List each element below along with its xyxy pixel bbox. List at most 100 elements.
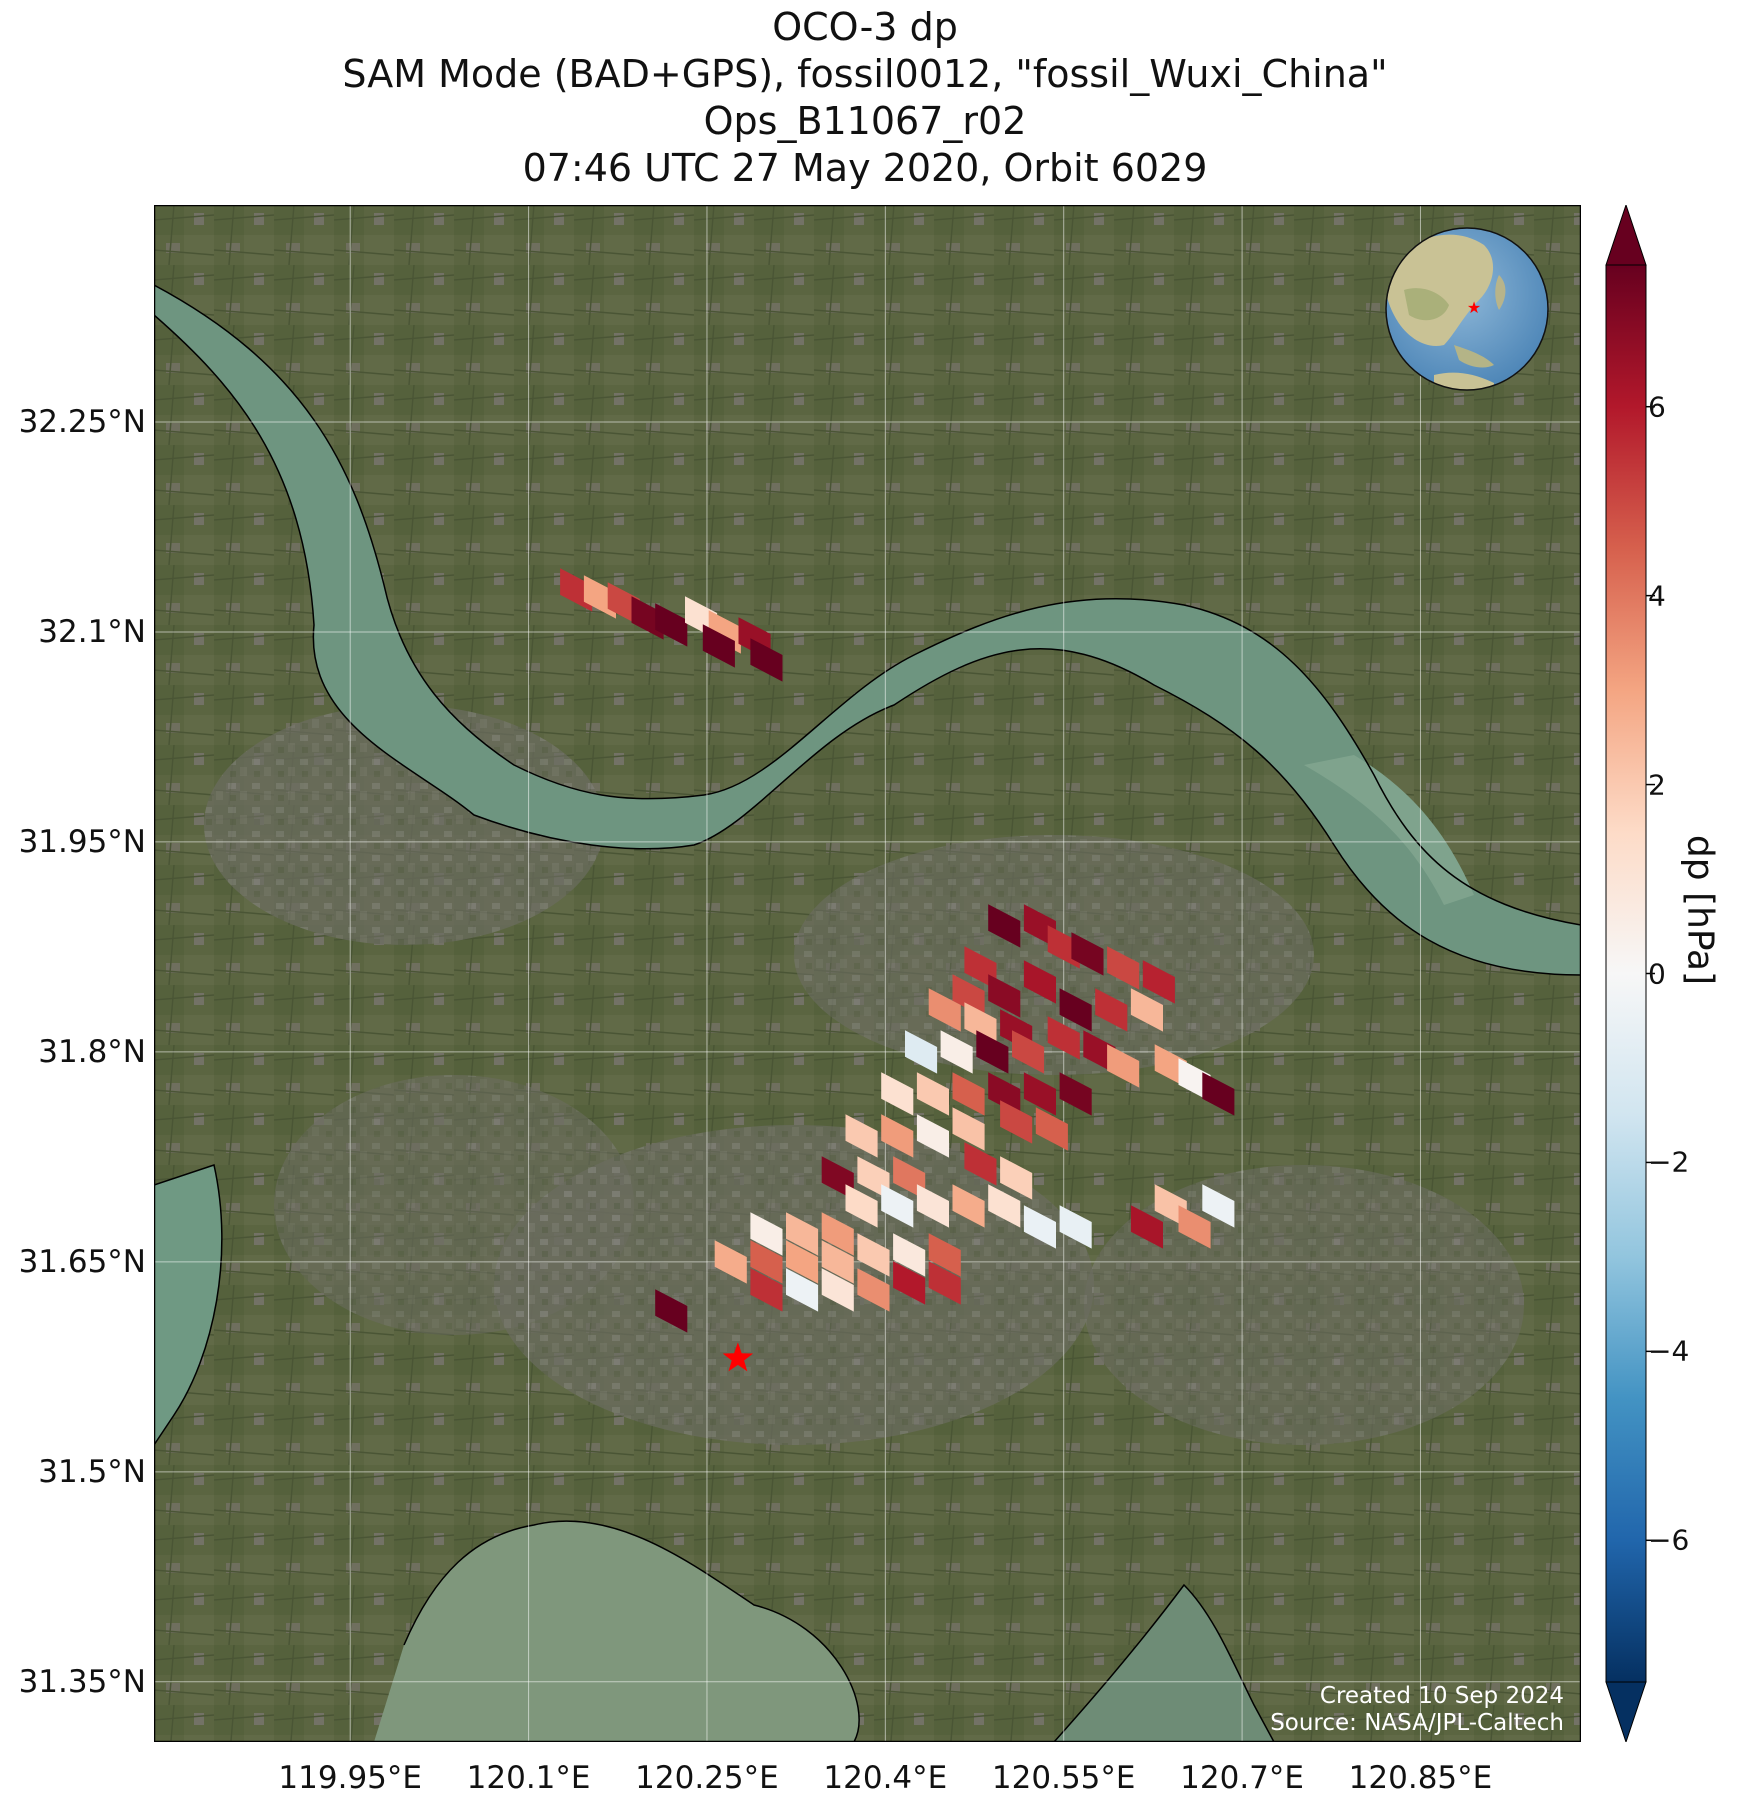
sounding-footprint: [857, 1268, 890, 1312]
sounding-footprint: [988, 1184, 1021, 1228]
sounding-footprint: [845, 1184, 878, 1228]
sounding-footprint: [1059, 1072, 1092, 1116]
sounding-footprint: [988, 1072, 1021, 1116]
colorbar-tick-label: 4: [1648, 579, 1666, 613]
colorbar-tick-label: 0: [1648, 957, 1666, 990]
lat-tick-label: 31.5°N: [38, 1453, 146, 1490]
sounding-footprint: [1095, 988, 1128, 1032]
sounding-footprint: [1012, 1030, 1045, 1074]
sounding-footprint: [940, 1030, 973, 1074]
colorbar-tick-label: −2: [1648, 1145, 1690, 1179]
sounding-footprint: [750, 1240, 783, 1284]
yangtze-river: [154, 285, 1581, 975]
sounding-footprint: [857, 1233, 890, 1277]
satellite-basemap: [153, 205, 1582, 1743]
lake-southeast: [1054, 1585, 1274, 1742]
sounding-footprint: [988, 974, 1021, 1018]
sounding-footprint: [1071, 932, 1104, 976]
sounding-footprint: [821, 1240, 854, 1284]
sounding-footprint: [952, 1072, 985, 1116]
sounding-footprint: [881, 1184, 914, 1228]
credit-source: Source: NASA/JPL-Caltech: [1270, 1710, 1564, 1736]
sounding-footprint: [1107, 1044, 1140, 1088]
sounding-footprint: [1107, 946, 1140, 990]
colorbar-extend-max: [1605, 205, 1647, 266]
sounding-footprint: [964, 1142, 997, 1186]
sounding-footprint: [786, 1240, 819, 1284]
lat-tick-label: 31.65°N: [18, 1243, 146, 1280]
sounding-footprint: [786, 1268, 819, 1312]
sounding-footprint: [714, 1240, 747, 1284]
sounding-footprint: [750, 1268, 783, 1312]
sounding-footprint: [893, 1261, 926, 1305]
colorbar-tick-label: 2: [1648, 768, 1666, 802]
sounding-footprint: [1047, 1016, 1080, 1060]
sounding-footprint: [655, 603, 688, 647]
sounding-footprint: [881, 1114, 914, 1158]
sounding-footprint: [881, 1072, 914, 1116]
sounding-footprint: [1023, 960, 1056, 1004]
lon-tick-label: 120.85°E: [1348, 1760, 1493, 1796]
sounding-footprint: [1142, 960, 1175, 1004]
lat-tick-label: 31.8°N: [38, 1033, 146, 1070]
sounding-footprint: [1059, 1205, 1092, 1249]
sounding-footprint: [905, 1030, 938, 1074]
sounding-footprint: [655, 1289, 688, 1333]
map-frame: [153, 204, 1582, 1743]
sounding-footprint: [786, 1212, 819, 1256]
colorbar-gradient: [1605, 264, 1647, 1683]
sounding-footprint: [1023, 1205, 1056, 1249]
sounding-footprint: [916, 1114, 949, 1158]
colorbar-tick-label: 6: [1648, 390, 1666, 424]
lat-tick-label: 31.35°N: [18, 1663, 146, 1700]
sounding-footprint: [1130, 988, 1163, 1032]
target-marker-layer: [722, 1342, 754, 1372]
chart-title: OCO-3 dp SAM Mode (BAD+GPS), fossil0012,…: [150, 4, 1580, 192]
title-line-2: SAM Mode (BAD+GPS), fossil0012, "fossil_…: [342, 52, 1388, 96]
lon-tick-label: 120.1°E: [466, 1760, 591, 1796]
inset-globe: ★: [1385, 227, 1549, 391]
sounding-footprint: [750, 1212, 783, 1256]
sounding-footprint: [988, 904, 1021, 948]
sounding-footprint: [1000, 1156, 1033, 1200]
sounding-footprint: [916, 1072, 949, 1116]
lon-tick-label: 120.25°E: [635, 1760, 779, 1796]
lon-tick-label: 119.95°E: [278, 1760, 422, 1796]
colorbar-extend-min: [1605, 1681, 1647, 1742]
colorbar-tick-label: −6: [1648, 1523, 1690, 1557]
sounding-footprint: [1000, 1100, 1033, 1144]
sounding-footprint: [1130, 1205, 1163, 1249]
lat-tick-label: 32.1°N: [38, 613, 146, 650]
footprint-layer: [560, 568, 1235, 1333]
lake-west: [154, 1165, 222, 1445]
sounding-footprint: [952, 974, 985, 1018]
credit-created: Created 10 Sep 2024: [1320, 1683, 1564, 1709]
sounding-footprint: [976, 1030, 1009, 1074]
sounding-footprint: [928, 1233, 961, 1277]
taihu-lake: [374, 1521, 860, 1742]
sounding-footprint: [1202, 1072, 1235, 1116]
sounding-footprint: [1178, 1205, 1211, 1249]
lon-tick-label: 120.7°E: [1180, 1760, 1304, 1796]
sounding-footprint: [916, 1184, 949, 1228]
svg-text:★: ★: [1467, 298, 1481, 317]
sounding-footprint: [952, 1107, 985, 1151]
title-line-4: 07:46 UTC 27 May 2020, Orbit 6029: [522, 146, 1208, 190]
map-svg: ★ Created 10 Sep 2024 Source: NASA/JPL-C…: [153, 204, 1582, 1743]
lat-tick-label: 32.25°N: [18, 403, 146, 440]
sounding-footprint: [821, 1212, 854, 1256]
sounding-footprint: [750, 638, 783, 682]
sounding-footprint: [952, 1184, 985, 1228]
sounding-footprint: [821, 1268, 854, 1312]
target-star-icon: [722, 1342, 754, 1372]
sounding-footprint: [964, 1002, 997, 1046]
lat-tick-label: 31.95°N: [18, 823, 146, 860]
title-line-3: Ops_B11067_r02: [703, 99, 1027, 143]
lon-tick-label: 120.55°E: [991, 1760, 1136, 1796]
colorbar: [1605, 205, 1655, 1742]
sounding-footprint: [1202, 1184, 1235, 1228]
sounding-footprint: [1023, 1072, 1056, 1116]
sounding-footprint: [702, 624, 735, 668]
title-line-1: OCO-3 dp: [772, 5, 958, 49]
sounding-footprint: [1035, 1107, 1068, 1151]
